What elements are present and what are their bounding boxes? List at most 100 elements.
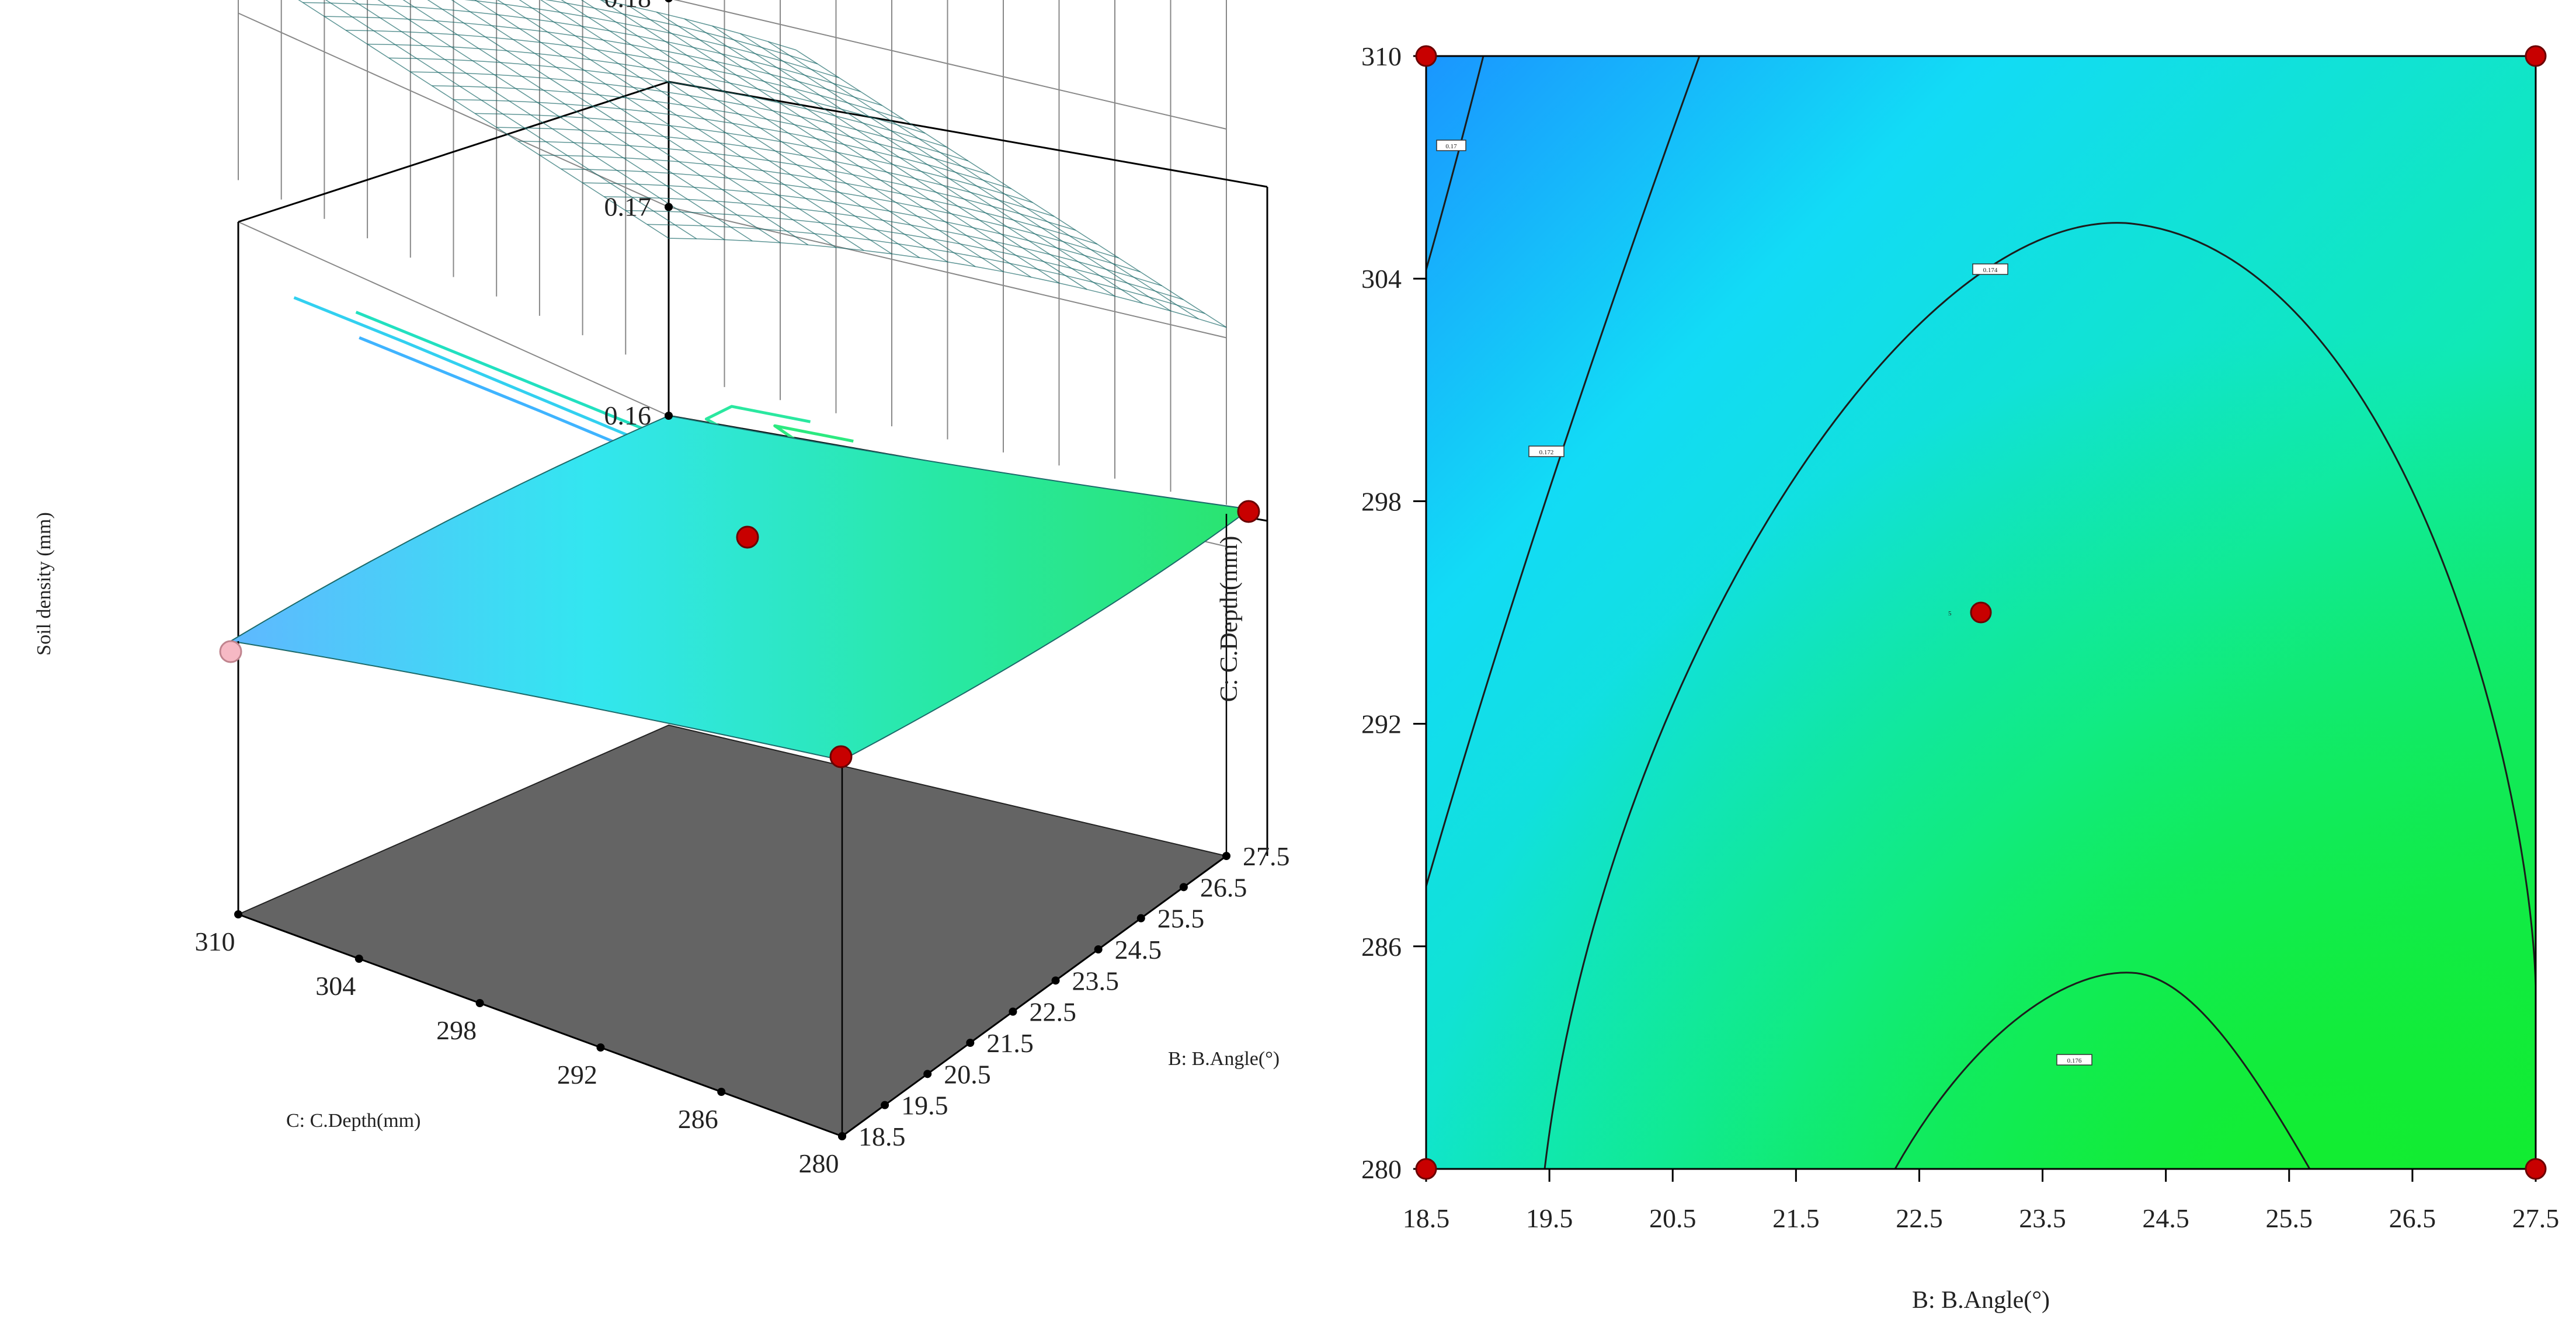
mesh-line bbox=[402, 0, 781, 243]
angle-tick-label: 25.5 bbox=[1157, 904, 1205, 934]
mesh-line bbox=[377, 0, 753, 242]
design-point-2d bbox=[2525, 45, 2547, 67]
angle-axis-ticks-3d: 18.519.520.521.522.523.524.525.526.527.5 bbox=[838, 841, 1290, 1151]
grid-line bbox=[238, 221, 669, 416]
contour-line-0.176 bbox=[1894, 972, 2311, 1169]
z-tick-label: 0.18 bbox=[604, 0, 652, 13]
mesh-line bbox=[561, 168, 1119, 259]
angle-tick-label: 23.5 bbox=[1072, 966, 1120, 996]
center-point-count: 5 bbox=[1948, 610, 1952, 617]
svg-text:0.176: 0.176 bbox=[2067, 1057, 2082, 1064]
contour-x-tick-label: 19.5 bbox=[1526, 1203, 1573, 1233]
design-point-2d bbox=[1415, 45, 1437, 67]
z-tick-label: 0.16 bbox=[604, 401, 652, 430]
depth-tick-label: 310 bbox=[195, 927, 235, 956]
mesh-line bbox=[496, 0, 892, 255]
depth-tick-label: 304 bbox=[315, 971, 356, 1001]
contour-level-labels: 0.17 0.172 0.174 0.176 bbox=[1436, 140, 2092, 1066]
mesh-line bbox=[625, 210, 1184, 300]
angle-tick-label: 19.5 bbox=[901, 1091, 948, 1120]
mesh-line bbox=[453, 99, 1011, 189]
design-point-3d bbox=[829, 745, 853, 768]
mesh-line bbox=[346, 30, 904, 120]
angle-tick-mark bbox=[838, 1132, 846, 1140]
design-point-3d bbox=[736, 525, 759, 549]
angle-tick-label: 20.5 bbox=[944, 1059, 991, 1089]
contour-y-tick-label: 304 bbox=[1361, 264, 1402, 294]
svg-text:0.17: 0.17 bbox=[1445, 143, 1457, 150]
svg-text:0.172: 0.172 bbox=[1539, 449, 1554, 456]
contour-x-tick-label: 27.5 bbox=[2512, 1203, 2560, 1233]
z-tick-mark bbox=[665, 412, 673, 420]
z-tick-mark bbox=[665, 203, 673, 211]
mesh-line bbox=[464, 0, 839, 78]
design-point-2d bbox=[1415, 1158, 1437, 1180]
angle-tick-mark bbox=[1179, 883, 1188, 892]
contour-x-tick-label: 24.5 bbox=[2142, 1203, 2189, 1233]
design-point-3d bbox=[219, 640, 242, 663]
depth-tick-label: 280 bbox=[799, 1148, 839, 1178]
mesh-line bbox=[303, 2, 861, 92]
angle-tick-mark bbox=[966, 1039, 975, 1047]
design-points-2d bbox=[1415, 45, 2547, 1180]
design-points-3d bbox=[219, 500, 1260, 768]
depth-tick-label: 286 bbox=[678, 1104, 718, 1134]
base-contour-floor bbox=[237, 724, 1228, 1137]
depth-axis-label-3d: C: C.Depth(mm) bbox=[286, 1110, 420, 1132]
contour-line-0.17 bbox=[1426, 56, 1485, 270]
contour-x-tick-label: 20.5 bbox=[1649, 1203, 1697, 1233]
contour-y-tick-label: 310 bbox=[1361, 41, 1402, 71]
surface-plot: 0.160.170.180.190.2 310 304 298 292 286 280 1… bbox=[33, 0, 1290, 1178]
contour-x-tick-label: 21.5 bbox=[1772, 1203, 1820, 1233]
depth-tick-label: 292 bbox=[557, 1060, 597, 1090]
contour-y-ticks: 280 286 292 298 304 310 bbox=[1361, 41, 1426, 1184]
design-point-2d bbox=[2525, 1158, 2547, 1180]
contour-line-0.174 bbox=[1543, 222, 2536, 1169]
design-point-2d bbox=[1970, 601, 1992, 624]
depth-tick-label: 298 bbox=[436, 1015, 477, 1045]
angle-tick-mark bbox=[923, 1070, 932, 1078]
mesh-line bbox=[518, 141, 1076, 231]
grid-line bbox=[673, 0, 1227, 130]
mesh-line bbox=[496, 127, 1055, 217]
mesh-line bbox=[599, 0, 797, 51]
depth-tick-mark bbox=[717, 1088, 726, 1096]
contour-y-tick-label: 286 bbox=[1361, 932, 1402, 962]
mesh-line bbox=[352, 0, 725, 241]
contour-line-0.172 bbox=[1426, 56, 1701, 887]
contour-frame bbox=[1425, 55, 2537, 1170]
contour-x-ticks: 18.5 19.5 20.5 21.5 22.5 23.5 24.5 25.5 26.5 27.5 bbox=[1403, 1169, 2560, 1233]
angle-tick-mark bbox=[1051, 976, 1060, 985]
z-axis-label: Soil density (mm) bbox=[33, 512, 55, 656]
mesh-line bbox=[367, 43, 926, 134]
z-tick-mark bbox=[665, 0, 673, 2]
angle-tick-label: 21.5 bbox=[986, 1028, 1034, 1058]
angle-tick-mark bbox=[881, 1101, 889, 1109]
angle-tick-mark bbox=[1009, 1007, 1017, 1016]
z-axis-ticks: 0.160.170.180.190.2 bbox=[604, 0, 673, 430]
mesh-line bbox=[324, 16, 882, 106]
surface-mesh bbox=[229, 415, 1252, 761]
mesh-line bbox=[582, 182, 1141, 273]
contour-y-tick-label: 298 bbox=[1361, 486, 1402, 516]
depth-axis-line bbox=[238, 913, 843, 1137]
angle-tick-label: 27.5 bbox=[1243, 841, 1290, 871]
contour-x-tick-label: 25.5 bbox=[2266, 1203, 2313, 1233]
contour-plot: 0.17 0.172 0.174 0.176 18.5 19.5 20.5 21.5 2… bbox=[1361, 41, 2559, 1314]
contour-y-tick-label: 292 bbox=[1361, 709, 1402, 739]
contour-x-tick-label: 18.5 bbox=[1403, 1203, 1450, 1233]
contour-x-tick-label: 22.5 bbox=[1896, 1203, 1943, 1233]
contour-x-tick-label: 26.5 bbox=[2389, 1203, 2436, 1233]
angle-tick-mark bbox=[1136, 914, 1145, 923]
contour-x-tick-label: 23.5 bbox=[2019, 1203, 2066, 1233]
angle-tick-label: 22.5 bbox=[1029, 997, 1076, 1027]
mesh-line bbox=[475, 113, 1033, 203]
depth-tick-mark bbox=[234, 910, 242, 918]
mesh-line bbox=[432, 85, 990, 176]
angle-axis-label-3d: B: B.Angle(°) bbox=[1168, 1048, 1280, 1070]
depth-tick-mark bbox=[596, 1043, 605, 1052]
mesh-line bbox=[539, 154, 1098, 245]
mesh-line bbox=[545, 0, 818, 65]
angle-tick-label: 24.5 bbox=[1115, 935, 1162, 965]
